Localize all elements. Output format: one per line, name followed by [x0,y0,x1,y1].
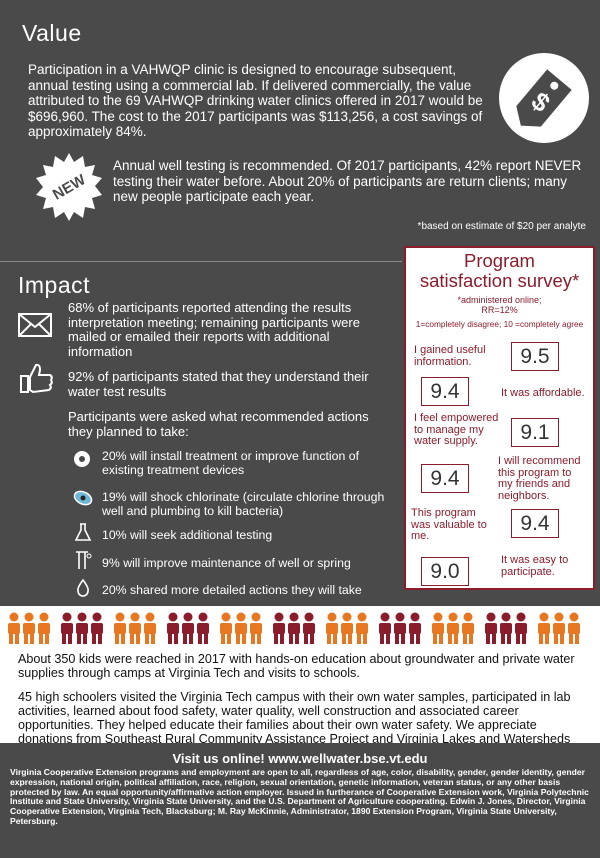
person-icon [394,612,406,644]
person-icon [38,612,50,644]
survey-label: It was easy to participate. [501,554,569,578]
person-icon [76,612,88,644]
survey-score: 9.0 [421,557,469,586]
footer-disclaimer: Virginia Cooperative Extension programs … [10,767,589,826]
survey-box: Program satisfaction survey* *administer… [404,246,595,590]
person-icon [409,612,421,644]
person-icon [500,612,512,644]
action-item: 20% shared more detailed actions they wi… [102,583,362,597]
gear-icon [74,451,90,467]
person-icon [273,612,285,644]
youth-paragraph: 45 high schoolers visited the Virginia T… [18,690,571,760]
survey-note: *administered online; [457,295,542,305]
person-icon [197,612,209,644]
drop-icon [77,578,89,597]
survey-label: I will recommend this program to my frie… [498,455,581,502]
survey-score: 9.1 [511,418,559,447]
person-icon [538,612,550,644]
flask-icon [74,523,92,541]
person-icon [303,612,315,644]
section-title: Value [22,20,82,46]
person-icon [91,612,103,644]
survey-score: 9.4 [511,509,559,538]
new-paragraph: Annual well testing is recommended. Of 2… [113,158,582,204]
survey-label: I gained useful information. [414,344,486,368]
person-icon [326,612,338,644]
person-icon [182,612,194,644]
person-icon [432,612,444,644]
survey-label: This program was valuable to me. [411,507,487,542]
survey-scale: 1=completely disagree; 10 =completely ag… [415,319,584,329]
value-paragraph: Participation in a VAHWQP clinic is desi… [28,62,483,139]
action-item: 10% will seek additional testing [102,528,273,542]
impact-intro: Participants were asked what recommended… [68,409,369,439]
person-icon [167,612,179,644]
footer-visit: Visit us online! www.wellwater.bse.vt.ed… [172,751,428,766]
person-icon [462,612,474,644]
impact-item: 92% of participants stated that they und… [68,369,369,399]
survey-title: Program [464,250,535,271]
person-icon [220,612,232,644]
person-icon [114,612,126,644]
person-icon [144,612,156,644]
survey-title: satisfaction survey* [419,270,580,291]
person-icon [553,612,565,644]
person-icon [447,612,459,644]
survey-label: I feel empowered to manage my water supp… [414,412,499,447]
new-badge: NEW [36,153,102,221]
person-icon [515,612,527,644]
person-icon [379,612,391,644]
bacteria-icon [73,490,93,506]
person-icon [61,612,73,644]
person-icon [568,612,580,644]
action-item: 9% will improve maintenance of well or s… [102,556,351,570]
footer [0,743,600,858]
person-icon [341,612,353,644]
envelope-icon [18,313,52,337]
separator [0,261,402,262]
person-icon [235,612,247,644]
survey-note: RR=12% [481,305,518,315]
person-icon [485,612,497,644]
people-row [8,612,580,644]
person-icon [129,612,141,644]
person-icon [288,612,300,644]
survey-score: 9.4 [421,464,469,493]
footnote: *based on estimate of $20 per analyte [417,221,586,232]
person-icon [356,612,368,644]
section-title: Impact [18,272,91,298]
impact-item: 68% of participants reported attending t… [68,300,360,359]
survey-label: It was affordable. [501,387,585,399]
spigot-icon [76,551,92,569]
action-item: 19% will shock chlorinate (circulate chl… [102,490,385,518]
person-icon [250,612,262,644]
survey-score: 9.4 [421,377,469,406]
person-icon [8,612,20,644]
youth-paragraph: About 350 kids were reached in 2017 with… [18,652,575,680]
action-item: 20% will install treatment or improve fu… [102,449,359,477]
thumbs-up-icon [20,363,53,394]
survey-score: 9.5 [511,342,559,371]
person-icon [23,612,35,644]
tag-icon: $ [499,53,589,143]
